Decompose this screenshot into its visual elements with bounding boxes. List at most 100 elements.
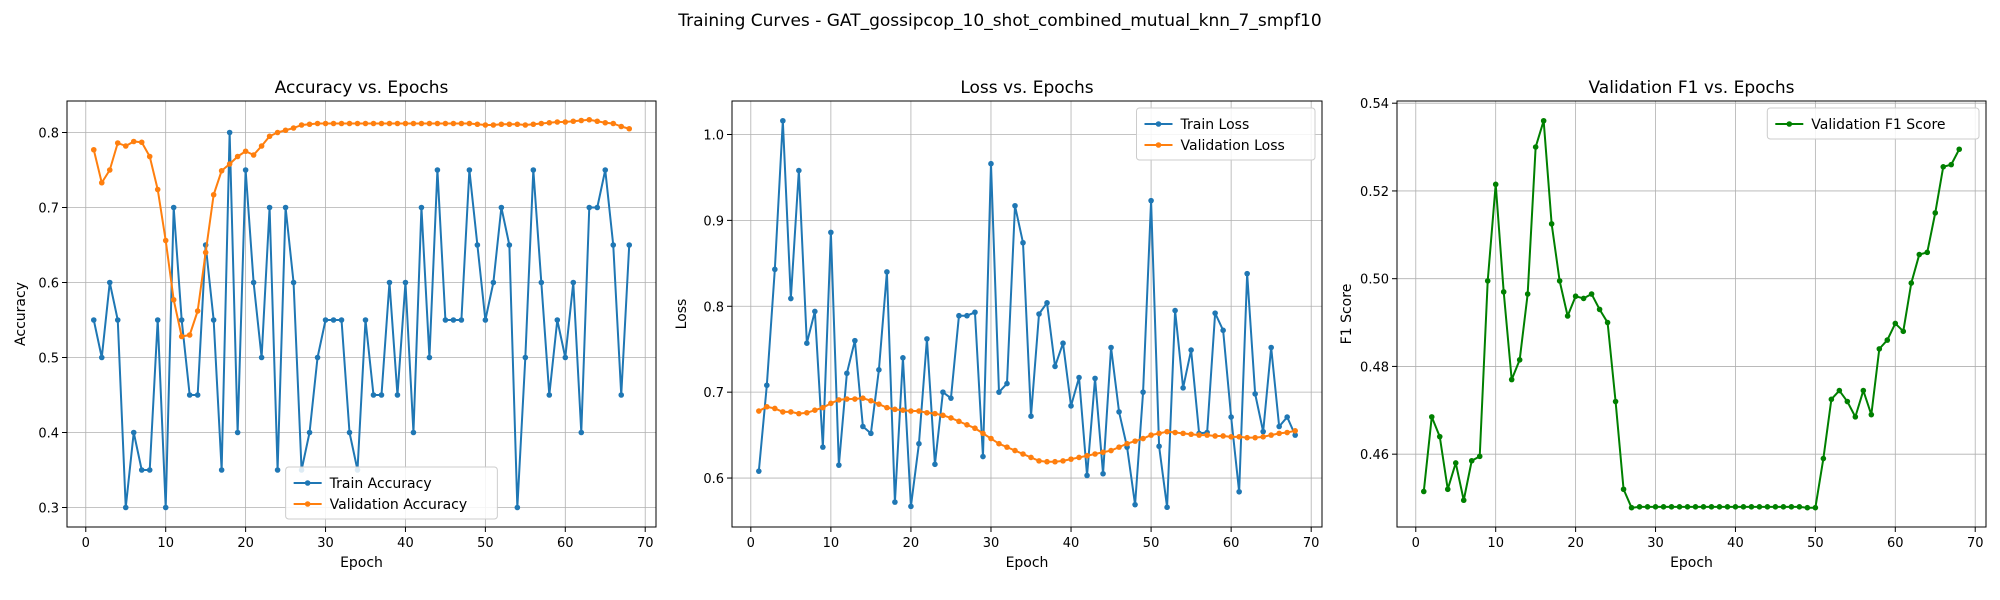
y-tick-label: 0.46 <box>1360 448 1389 463</box>
data-point <box>1084 472 1090 479</box>
grid <box>1397 101 1986 527</box>
data-point <box>538 279 545 286</box>
x-tick-label: 10 <box>157 536 174 551</box>
x-tick-label: 0 <box>82 536 90 551</box>
data-point <box>530 167 537 173</box>
data-point <box>330 317 337 323</box>
data-point <box>1228 414 1234 420</box>
data-point <box>1012 447 1018 454</box>
data-point <box>876 401 882 407</box>
data-point <box>1868 411 1875 418</box>
data-point <box>178 317 185 323</box>
data-point <box>1932 210 1939 216</box>
axes-frame <box>66 100 657 528</box>
data-point <box>1236 488 1242 495</box>
data-point <box>498 204 505 211</box>
data-point <box>138 139 145 146</box>
data-point <box>1212 433 1218 439</box>
data-point <box>1268 432 1274 438</box>
data-point <box>828 400 834 407</box>
data-point <box>1180 385 1186 391</box>
data-point <box>322 317 329 323</box>
data-point <box>764 403 770 410</box>
data-point <box>522 122 529 128</box>
y-tick-label: 0.7 <box>38 202 59 217</box>
data-point <box>1028 454 1034 461</box>
data-point <box>490 122 497 128</box>
data-point <box>1484 278 1491 284</box>
data-point <box>130 138 137 145</box>
axes-frame <box>731 100 1323 528</box>
data-point <box>1028 413 1034 420</box>
data-point <box>772 405 778 412</box>
data-point <box>234 153 241 160</box>
legend-swatch-marker <box>1155 121 1162 127</box>
x-tick-label: 30 <box>1647 536 1664 551</box>
data-point <box>772 266 778 273</box>
data-point <box>1460 497 1467 504</box>
data-point <box>1132 501 1138 508</box>
data-point <box>1292 428 1298 434</box>
data-point <box>1540 117 1547 124</box>
data-point <box>594 204 601 211</box>
series-2 <box>90 116 633 340</box>
data-point <box>860 395 866 401</box>
data-point <box>210 317 217 323</box>
data-point <box>1692 504 1699 510</box>
x-axis-label: Epoch <box>340 555 383 571</box>
data-point <box>1076 374 1082 381</box>
data-point <box>610 120 617 127</box>
data-point <box>226 129 233 136</box>
data-point <box>442 120 449 127</box>
y-tick-label: 0.8 <box>38 127 59 142</box>
data-point <box>852 396 858 402</box>
x-tick-label: 60 <box>557 536 574 551</box>
data-point <box>900 407 906 413</box>
data-point <box>884 404 890 411</box>
data-point <box>314 120 321 127</box>
legend: Train Accuracy Validation Accuracy <box>285 466 498 520</box>
data-point <box>1652 504 1659 510</box>
data-point <box>578 117 585 124</box>
series-line <box>1422 119 1961 509</box>
data-point <box>306 121 313 128</box>
data-point <box>218 467 225 473</box>
data-point <box>1804 504 1811 511</box>
data-point <box>1212 310 1218 316</box>
legend-item: Train Loss <box>1144 117 1249 133</box>
data-point <box>1156 430 1162 437</box>
data-point <box>1188 431 1194 438</box>
data-point <box>1812 504 1819 511</box>
data-point <box>1676 504 1683 510</box>
data-point <box>506 121 513 128</box>
y-tick-label: 0.6 <box>38 277 59 292</box>
data-point <box>956 312 962 319</box>
data-point <box>1548 221 1555 227</box>
data-point <box>1036 311 1042 317</box>
data-point <box>474 121 481 128</box>
data-point <box>1068 403 1074 409</box>
data-point <box>1220 433 1226 439</box>
data-point <box>466 120 473 127</box>
data-point <box>1068 456 1074 462</box>
data-point <box>450 317 457 323</box>
data-point <box>1284 429 1290 436</box>
data-point <box>940 412 946 419</box>
data-point <box>218 167 225 174</box>
legend-item: Validation Loss <box>1144 138 1285 154</box>
legend-item: Validation Accuracy <box>293 497 467 513</box>
y-tick-label: 1.0 <box>703 128 724 143</box>
y-tick-label: 0.9 <box>703 214 724 229</box>
data-point <box>338 317 345 323</box>
data-point <box>1172 307 1178 314</box>
data-point <box>764 382 770 389</box>
data-point <box>996 440 1002 447</box>
data-point <box>804 340 810 347</box>
data-point <box>1900 328 1907 335</box>
legend-swatch-marker <box>1155 142 1162 148</box>
data-point <box>924 336 930 342</box>
data-point <box>1196 432 1202 438</box>
data-point <box>1276 430 1282 437</box>
data-point <box>1836 387 1843 394</box>
